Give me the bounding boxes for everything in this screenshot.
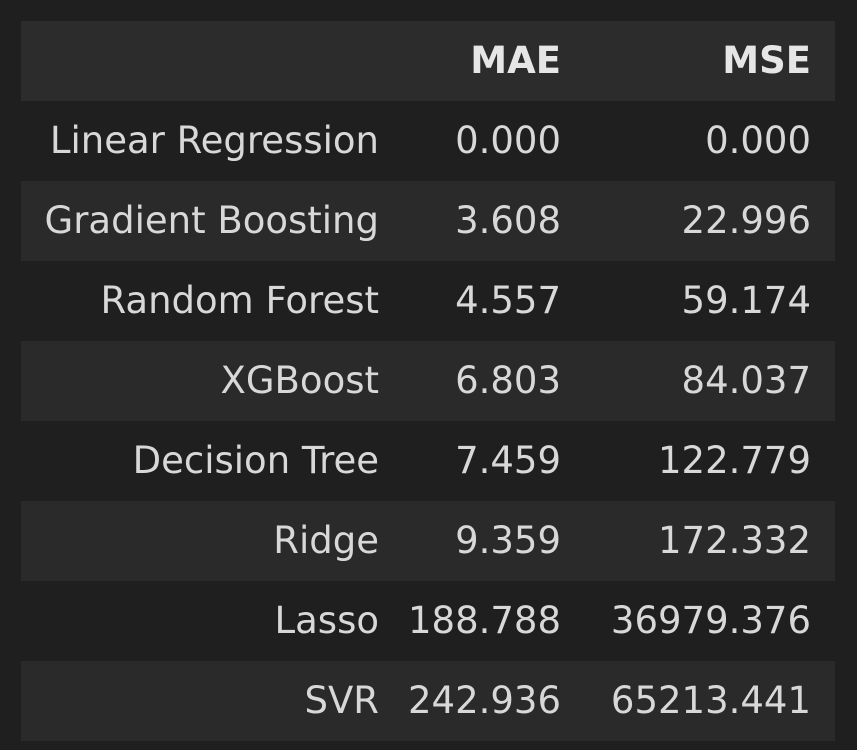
table-row: SVR 242.936 65213.441 — [21, 661, 835, 741]
mae-cell: 3.608 — [455, 199, 561, 242]
model-name-cell: SVR — [304, 679, 379, 722]
mse-cell: 172.332 — [657, 519, 811, 562]
table-row: XGBoost 6.803 84.037 — [21, 341, 835, 421]
results-table-container: MAE MSE Linear Regression 0.000 0.000 Gr… — [21, 21, 835, 741]
model-name-cell: Linear Regression — [49, 119, 379, 162]
mae-cell: 188.788 — [407, 599, 561, 642]
mae-cell: 0.000 — [455, 119, 561, 162]
mse-cell: 84.037 — [681, 359, 811, 402]
model-name-cell: Gradient Boosting — [44, 199, 379, 242]
mse-cell: 36979.376 — [610, 599, 811, 642]
model-name-cell: Lasso — [274, 599, 379, 642]
table-row: Linear Regression 0.000 0.000 — [21, 101, 835, 181]
table-row: Decision Tree 7.459 122.779 — [21, 421, 835, 501]
mae-cell: 242.936 — [407, 679, 561, 722]
table-row: Lasso 188.788 36979.376 — [21, 581, 835, 661]
mae-cell: 6.803 — [455, 359, 561, 402]
model-name-cell: XGBoost — [220, 359, 379, 402]
mse-column-header: MSE — [722, 39, 811, 82]
index-column-header — [21, 21, 393, 101]
mse-cell: 59.174 — [681, 279, 811, 322]
mse-cell: 122.779 — [657, 439, 811, 482]
table-row: Gradient Boosting 3.608 22.996 — [21, 181, 835, 261]
mae-cell: 4.557 — [455, 279, 561, 322]
mse-cell: 65213.441 — [610, 679, 811, 722]
mae-cell: 9.359 — [455, 519, 561, 562]
table-header-row: MAE MSE — [21, 21, 835, 101]
model-name-cell: Ridge — [273, 519, 379, 562]
mse-cell: 22.996 — [681, 199, 811, 242]
table-row: Ridge 9.359 172.332 — [21, 501, 835, 581]
model-metrics-table: MAE MSE Linear Regression 0.000 0.000 Gr… — [21, 21, 835, 741]
mae-cell: 7.459 — [455, 439, 561, 482]
model-name-cell: Decision Tree — [132, 439, 379, 482]
mse-cell: 0.000 — [705, 119, 811, 162]
mae-column-header: MAE — [470, 39, 561, 82]
model-name-cell: Random Forest — [100, 279, 380, 322]
table-row: Random Forest 4.557 59.174 — [21, 261, 835, 341]
